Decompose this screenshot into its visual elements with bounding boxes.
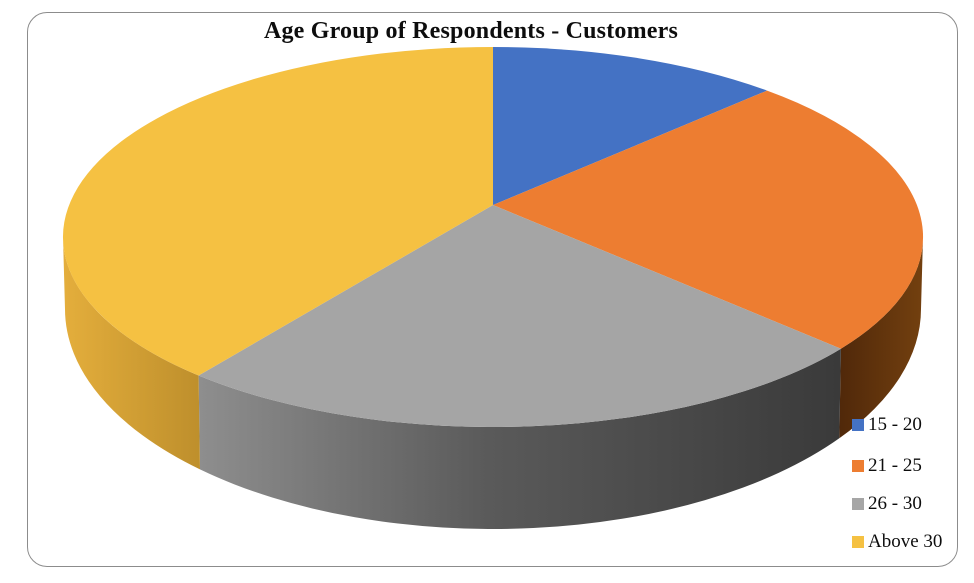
pie-slice-wall-26-30 xyxy=(198,348,841,530)
legend-label-above-30: Above 30 xyxy=(868,531,943,552)
legend-label-21-25: 21 - 25 xyxy=(868,455,922,476)
legend-item-15-20: 15 - 20 xyxy=(852,414,922,435)
chart-title: Age Group of Respondents - Customers xyxy=(263,18,679,44)
legend-label-26-30: 26 - 30 xyxy=(868,493,922,514)
legend-swatch-above-30 xyxy=(852,536,864,548)
legend-label-15-20: 15 - 20 xyxy=(868,414,922,435)
pie-slice-wall-above-30 xyxy=(62,237,200,470)
legend-swatch-21-25 xyxy=(852,460,864,472)
pie-slice-26-30 xyxy=(198,205,841,428)
pie-slice-above-30 xyxy=(62,47,493,376)
legend-item-above-30: Above 30 xyxy=(852,531,943,552)
pie-slice-wall-21-25 xyxy=(839,237,923,439)
legend-item-26-30: 26 - 30 xyxy=(852,493,922,514)
legend: 15 - 20 21 - 25 26 - 30 Above 30 xyxy=(852,0,962,583)
chart-frame xyxy=(27,12,958,567)
pie-slice-21-25 xyxy=(493,90,924,349)
legend-swatch-26-30 xyxy=(852,498,864,510)
legend-swatch-15-20 xyxy=(852,419,864,431)
legend-item-21-25: 21 - 25 xyxy=(852,455,922,476)
pie-slice-15-20 xyxy=(493,47,768,205)
